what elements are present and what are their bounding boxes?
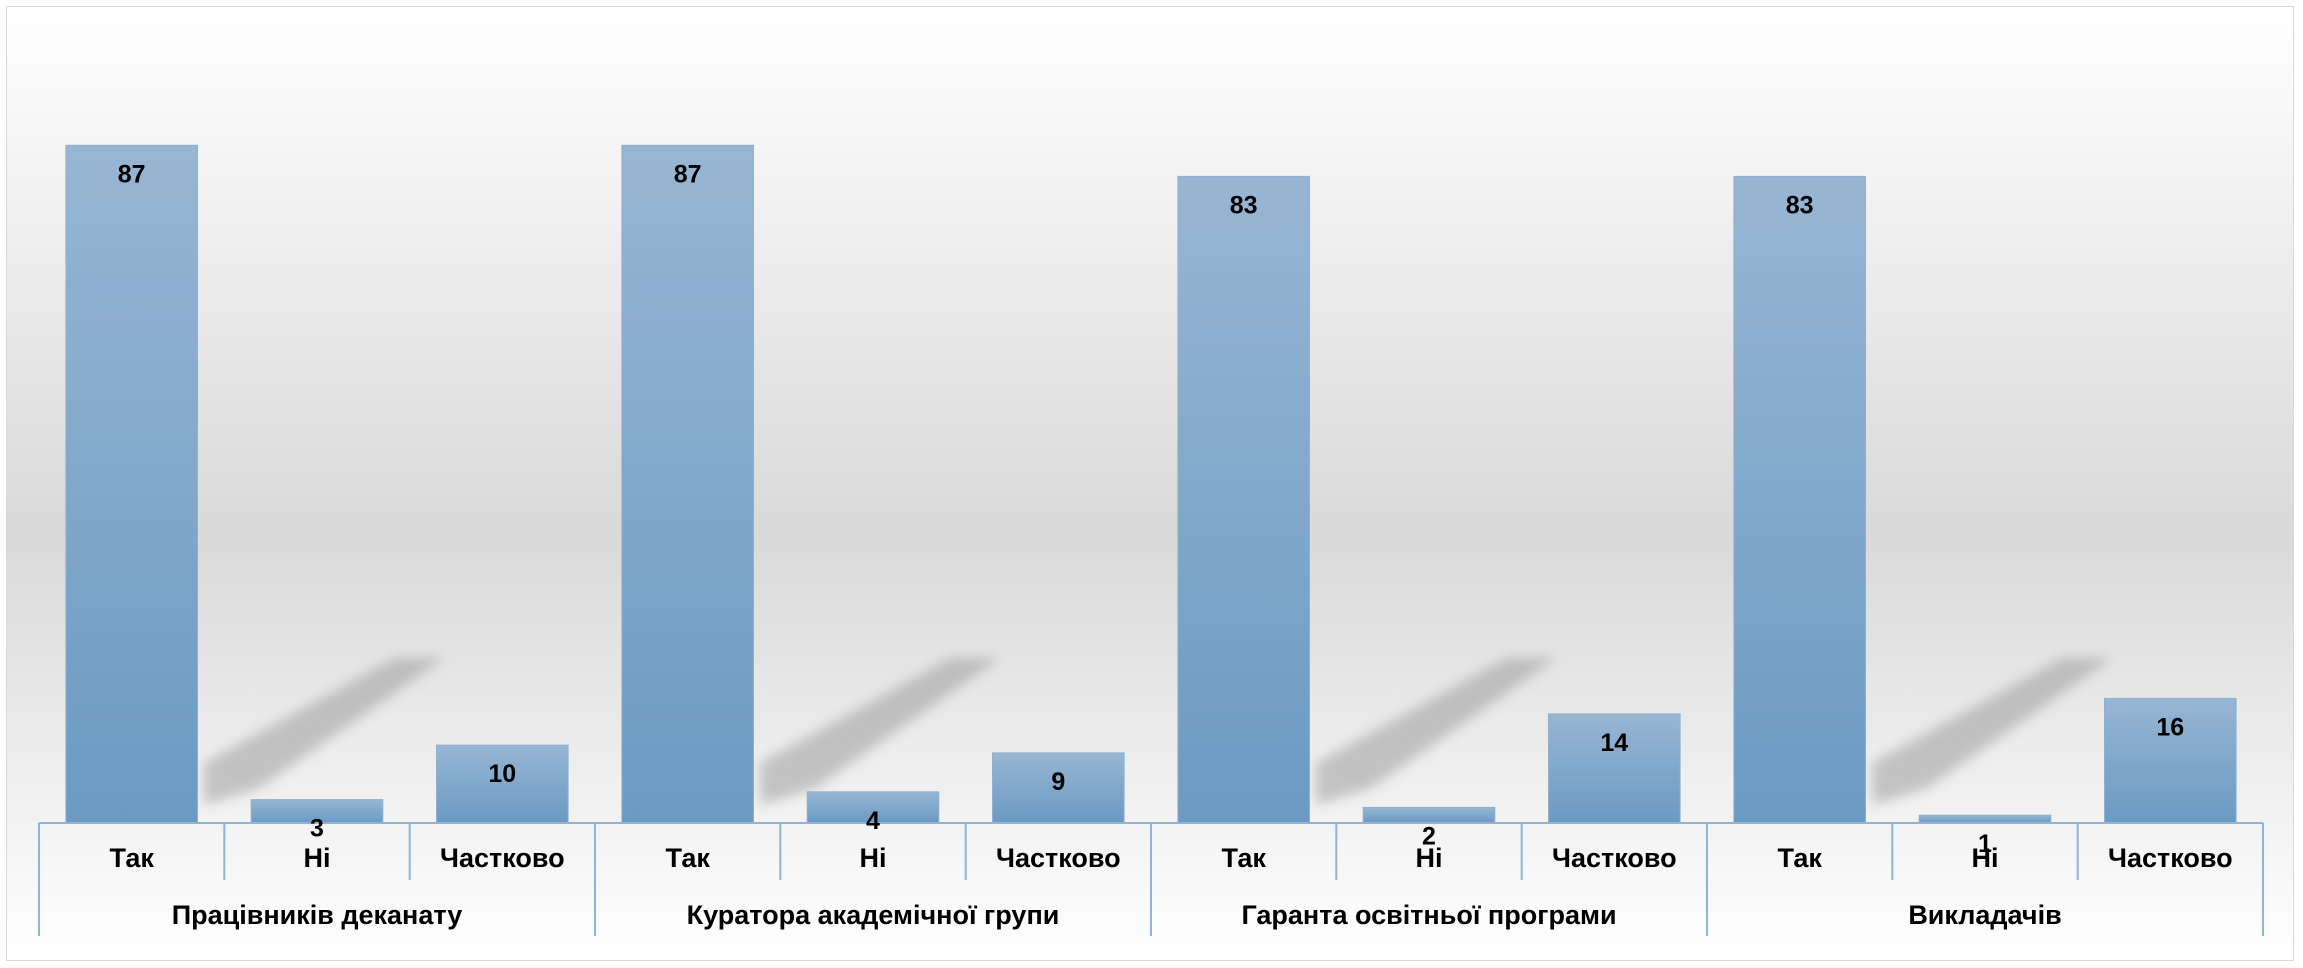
- category-tick-label: Так: [110, 843, 155, 873]
- bar: [1362, 806, 1496, 824]
- bar-chart: 87Так3Ні10Частково87Так4Ні9Частково83Так…: [7, 7, 2293, 960]
- category-axis: [38, 822, 2264, 936]
- data-label: 83: [1786, 191, 1814, 219]
- bar-shadow: [760, 658, 1001, 805]
- category-tick-label: Ні: [304, 843, 331, 873]
- data-label: 16: [2156, 713, 2184, 741]
- category-tick-label: Частково: [2108, 843, 2233, 873]
- bar-shadows: [204, 658, 2113, 805]
- chart-frame: 87 Так 3 Ні 10 Частково 87 Так 4 Ні 9 Частково 83 Так…: [6, 6, 2294, 961]
- bar: [992, 752, 1125, 824]
- group-label: Куратора академічної групи: [687, 900, 1060, 930]
- data-label: 1: [1978, 830, 1992, 858]
- category-tick-label: Ні: [1972, 843, 1999, 873]
- category-tick-label: Так: [1222, 843, 1267, 873]
- bar: [621, 144, 755, 824]
- bar: [1733, 175, 1867, 824]
- bar-shadow: [1872, 658, 2113, 805]
- bar: [1918, 814, 2052, 824]
- bar-shadow: [204, 658, 445, 805]
- data-label: 4: [866, 807, 880, 835]
- bar: [1177, 175, 1311, 824]
- bar: [1548, 713, 1681, 824]
- category-tick-label: Ні: [1416, 843, 1443, 873]
- category-tick-label: Частково: [996, 843, 1121, 873]
- category-tick-label: Ні: [860, 843, 887, 873]
- category-tick-label: Так: [1778, 843, 1823, 873]
- bar: [65, 144, 199, 824]
- group-label: Гаранта освітньої програми: [1241, 900, 1616, 930]
- category-tick-label: Так: [666, 843, 711, 873]
- labels: 87Так3Ні10Частково87Так4Ні9Частково83Так…: [110, 160, 2233, 930]
- data-label: 83: [1230, 191, 1258, 219]
- plot-background: [7, 7, 2293, 960]
- bar: [2104, 697, 2237, 824]
- category-tick-label: Частково: [1552, 843, 1677, 873]
- data-label: 9: [1051, 768, 1065, 796]
- group-label: Викладачів: [1908, 900, 2061, 930]
- bar-shadow: [1316, 658, 1557, 805]
- data-label: 3: [310, 815, 324, 843]
- data-label: 87: [674, 160, 702, 188]
- data-label: 10: [488, 760, 516, 788]
- bar: [806, 791, 940, 824]
- data-label: 87: [118, 160, 146, 188]
- bar: [436, 744, 569, 824]
- group-label: Працівників деканату: [172, 900, 463, 930]
- data-label: 2: [1422, 822, 1436, 850]
- data-label: 14: [1600, 729, 1628, 757]
- category-tick-label: Частково: [440, 843, 565, 873]
